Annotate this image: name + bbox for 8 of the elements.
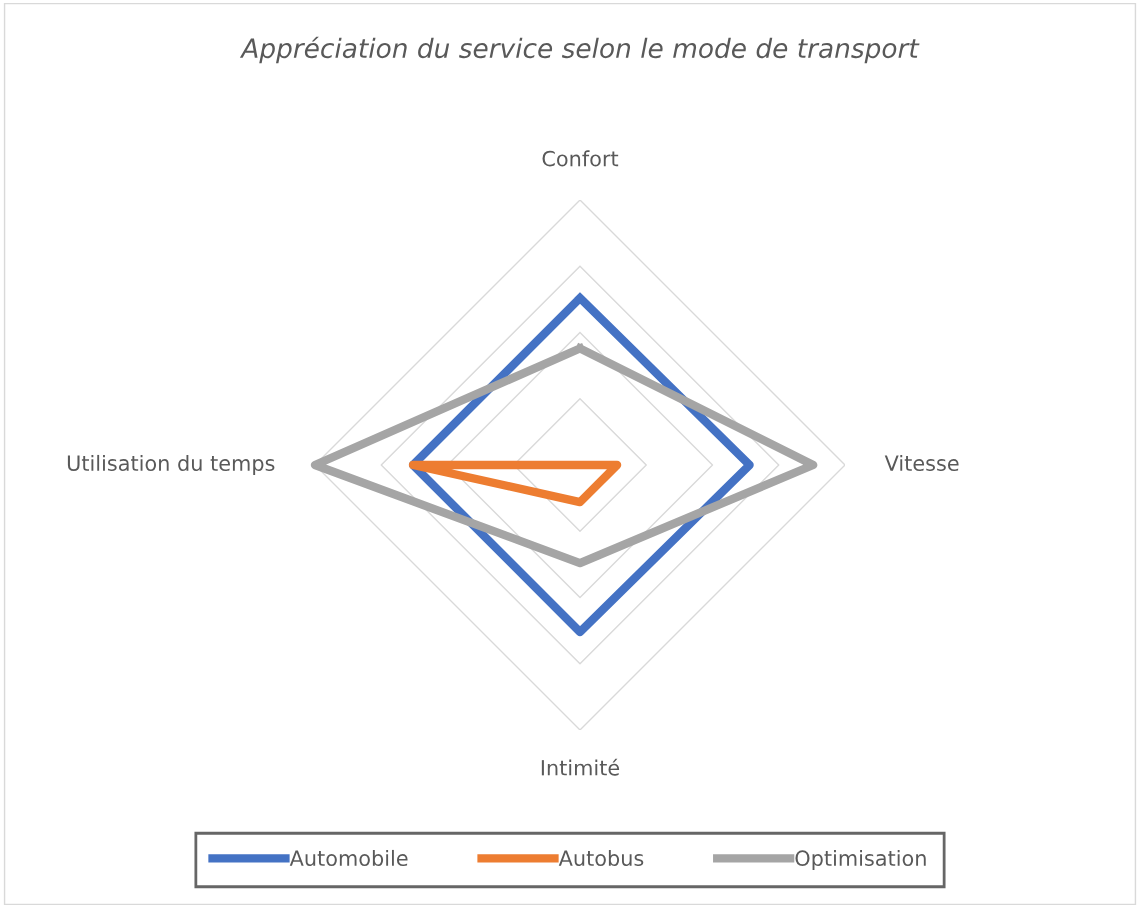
spoke-label: Vitesse [884,454,959,472]
legend-label: Automobile [289,849,408,867]
legend-label: Autobus [558,849,644,867]
spoke-label: Utilisation du temps [67,454,275,476]
spoke-label: Intimité [541,758,620,776]
chart-title: Appréciation du service selon le mode de transport [239,36,920,64]
spoke-label: Confort [542,150,619,167]
legend-label: Optimisation [795,849,926,871]
